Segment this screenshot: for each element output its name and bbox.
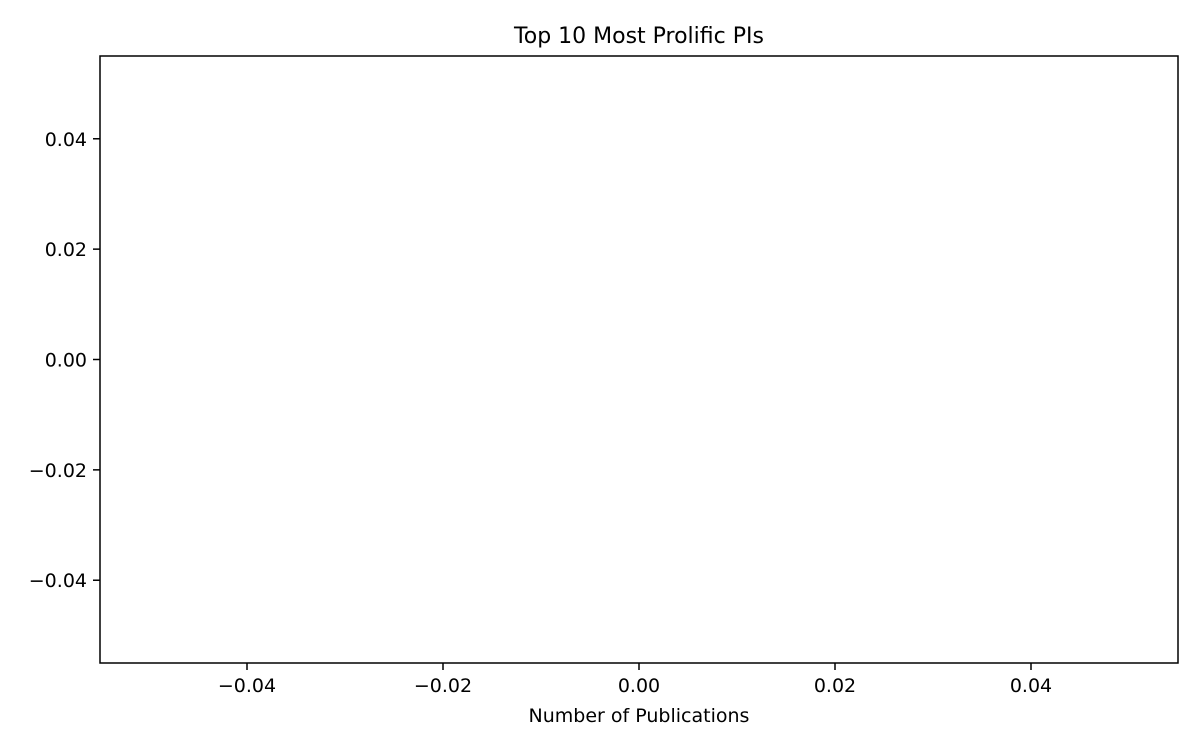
x-tick-label: 0.00 — [618, 675, 660, 697]
y-tick-label: −0.02 — [29, 460, 87, 482]
chart-title: Top 10 Most Prolific PIs — [513, 24, 764, 49]
x-axis-label: Number of Publications — [529, 705, 750, 727]
x-axis-ticks: −0.04 −0.02 0.00 0.02 0.04 — [218, 663, 1052, 697]
x-tick-label: 0.02 — [814, 675, 856, 697]
y-tick-label: 0.02 — [45, 239, 87, 261]
x-tick-label: −0.02 — [414, 675, 472, 697]
y-tick-label: 0.04 — [45, 129, 87, 151]
plot-area-frame — [99, 55, 1179, 664]
x-tick-label: −0.04 — [218, 675, 276, 697]
x-tick-label: 0.04 — [1010, 675, 1052, 697]
y-axis-ticks: 0.04 0.02 0.00 −0.02 −0.04 — [29, 129, 100, 592]
y-tick-label: 0.00 — [45, 350, 87, 372]
y-tick-label: −0.04 — [29, 570, 87, 592]
